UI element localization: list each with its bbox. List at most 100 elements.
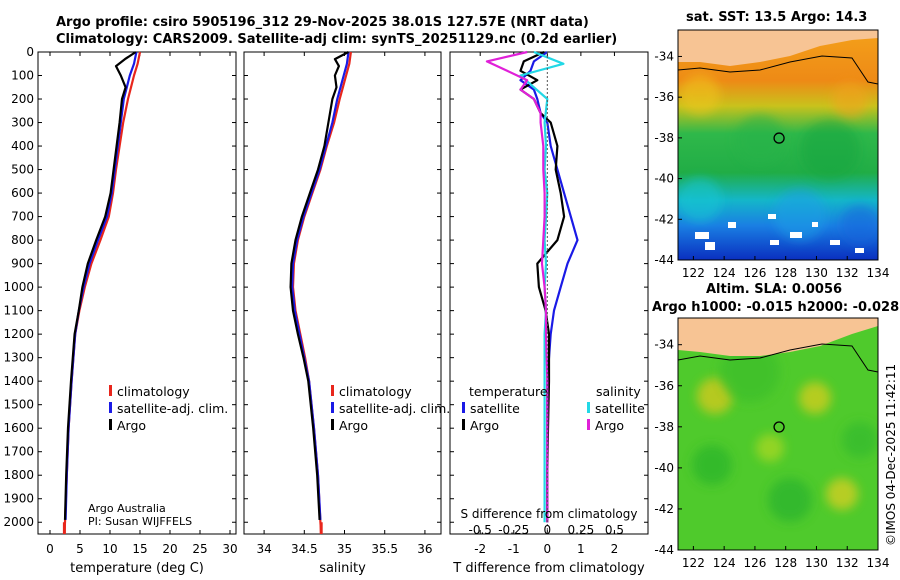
legend-temp-clim-swatch	[109, 385, 112, 396]
title-line1: Argo profile: csiro 5905196_312 29-Nov-2…	[56, 15, 589, 30]
sst-blob-5	[774, 189, 826, 241]
map-xtick-sst_map-4: 130	[805, 266, 828, 280]
map-ytick-sla_map-1: -36	[654, 379, 674, 393]
sla-blob-5	[768, 478, 812, 522]
sla-blob-3	[826, 478, 858, 510]
credit-argo: Argo Australia	[88, 502, 166, 515]
map-frame-sla_map	[677, 317, 879, 551]
xtick-label-temperature-3: 15	[132, 542, 147, 556]
map-xtick-sla_map-6: 134	[867, 556, 890, 570]
sst-blob-1	[832, 82, 868, 118]
map-xtick-sst_map-2: 126	[743, 266, 766, 280]
legend-diff-sargo-swatch	[587, 419, 590, 430]
sla-map-layer	[678, 318, 878, 550]
xtick-label-salinity-1: 34.5	[291, 542, 318, 556]
ytick-label-200: 200	[11, 92, 34, 106]
series-temperature-argo	[63, 51, 137, 520]
legend-diff-ssat-label: satellite	[595, 401, 645, 416]
sst-blob-6	[840, 205, 878, 245]
ytick-label-700: 700	[11, 210, 34, 224]
xlabel-salinity: salinity	[319, 561, 366, 576]
map-ytick-sst_map-5: -44	[654, 253, 674, 267]
ytick-label-2000: 2000	[3, 515, 34, 529]
legend-diff-ssat-swatch	[587, 402, 590, 413]
xtick-label-differences-0: -2	[474, 542, 486, 556]
legend-temp-sat-label: satellite-adj. clim.	[117, 401, 228, 416]
sla-blob-0	[697, 378, 733, 414]
sst-blob-4	[678, 178, 722, 222]
xtick-label-temperature-1: 5	[76, 542, 84, 556]
cloud-gap-3	[790, 232, 802, 238]
s-tick-label-2: 0	[544, 523, 552, 537]
float-marker-sst_map	[773, 132, 785, 144]
bathy-contour-sst	[678, 55, 878, 85]
sla-title: Altim. SLA: 0.0056	[706, 282, 843, 297]
cloud-gap-2	[768, 214, 776, 219]
xtick-label-differences-4: 2	[611, 542, 619, 556]
legend-diff-tsat-label: satellite	[470, 401, 520, 416]
axes-box-temperature	[37, 51, 237, 535]
xtick-label-differences-1: -1	[508, 542, 520, 556]
map-ytick-sst_map-2: -38	[654, 131, 674, 145]
legend-diff-targo-swatch	[462, 419, 465, 430]
ytick-label-1700: 1700	[3, 445, 34, 459]
sst-blob-2	[735, 115, 785, 165]
xtick-label-salinity-4: 36	[417, 542, 432, 556]
map-ytick-sst_map-1: -36	[654, 90, 674, 104]
legend-diff-sargo-label: Argo	[595, 418, 624, 433]
legend-diff-temp-header: temperature	[469, 384, 548, 399]
legend-diff-sal-header: salinity	[596, 384, 641, 399]
ytick-label-600: 600	[11, 186, 34, 200]
legend-temp-argo-label: Argo	[117, 418, 146, 433]
xtick-label-salinity-3: 35.5	[371, 542, 398, 556]
cloud-gap-0	[695, 232, 709, 239]
sst-blob-3	[800, 120, 860, 180]
series-differences-temperature-argo	[519, 51, 566, 523]
xlabel-differences: T difference from climatology	[452, 561, 645, 576]
float-marker-sla_map	[773, 421, 785, 433]
xtick-label-salinity-0: 34	[256, 542, 271, 556]
xtick-label-temperature-6: 30	[222, 542, 237, 556]
sla-blob-7	[842, 422, 878, 458]
ytick-label-0: 0	[26, 45, 34, 59]
bathy-contour-sla	[678, 343, 878, 373]
legend-temp-clim-label: climatology	[117, 384, 190, 399]
map-xtick-sla_map-3: 128	[774, 556, 797, 570]
map-xtick-sla_map-2: 126	[743, 556, 766, 570]
ytick-label-1200: 1200	[3, 327, 34, 341]
ytick-label-1000: 1000	[3, 280, 34, 294]
ytick-label-100: 100	[11, 69, 34, 83]
xlabel-temperature: temperature (deg C)	[70, 561, 204, 576]
ytick-label-400: 400	[11, 139, 34, 153]
cloud-gap-5	[830, 240, 840, 245]
legend-sal-argo-swatch	[331, 419, 334, 430]
cloud-gap-8	[728, 222, 736, 228]
map-xtick-sst_map-3: 128	[774, 266, 797, 280]
map-xtick-sla_map-4: 130	[805, 556, 828, 570]
legend-temp-argo-swatch	[109, 419, 112, 430]
sla-blob-2	[756, 434, 784, 462]
map-frame-sst_map	[677, 29, 879, 261]
cloud-gap-4	[770, 240, 779, 245]
sla-blob-1	[799, 382, 831, 414]
ytick-label-1500: 1500	[3, 398, 34, 412]
legend-sal-argo-label: Argo	[339, 418, 368, 433]
legend-sal-sat-swatch	[331, 402, 334, 413]
map-xtick-sla_map-1: 124	[713, 556, 736, 570]
ytick-label-1100: 1100	[3, 304, 34, 318]
cloud-gap-7	[812, 222, 818, 227]
ytick-label-500: 500	[11, 163, 34, 177]
title-line2: Climatology: CARS2009. Satellite-adj cli…	[56, 32, 618, 47]
series-salinity-argo	[289, 51, 350, 520]
xtick-label-differences-2: 0	[544, 542, 552, 556]
ytick-label-900: 900	[11, 257, 34, 271]
s-tick-label-0: -0.5	[468, 523, 491, 537]
axes-box-differences	[449, 51, 649, 535]
legend-sal-clim-label: climatology	[339, 384, 412, 399]
sla-title-2: Argo h1000: -0.015 h2000: -0.028	[652, 300, 900, 315]
cloud-gap-1	[705, 242, 715, 250]
s-tick-label-1: -0.25	[498, 523, 529, 537]
axes-box-salinity	[243, 51, 442, 535]
credit-pi: PI: Susan WIJFFELS	[88, 515, 192, 528]
